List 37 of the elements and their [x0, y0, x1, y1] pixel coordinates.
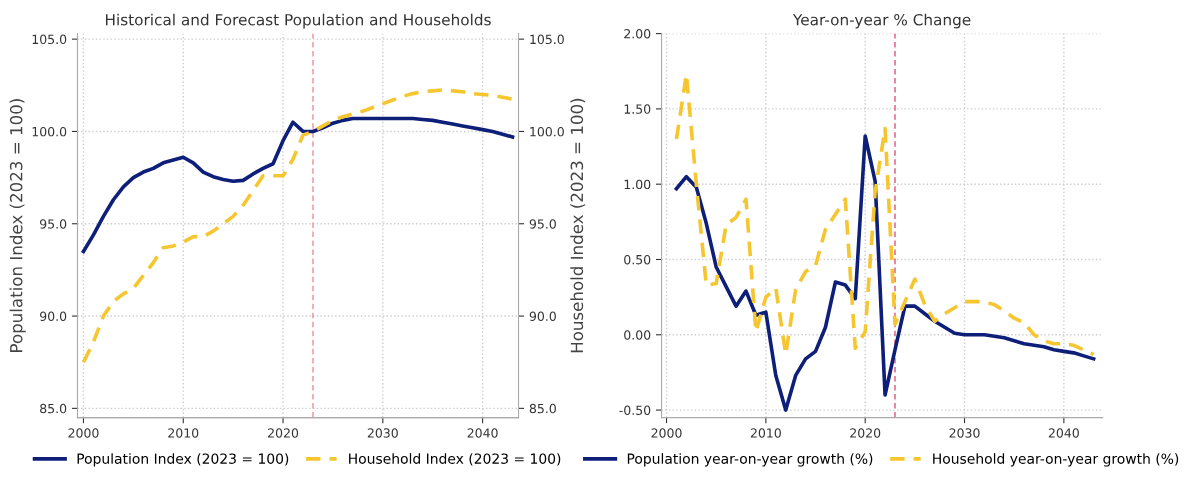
chart-title: Historical and Forecast Population and Households [105, 13, 491, 29]
chart-title: Year-on-year % Change [792, 13, 971, 29]
y-tick-label: 105.0 [32, 34, 67, 45]
line-series [674, 134, 1096, 412]
y-tick-label: 0.00 [624, 330, 651, 340]
x-tick-label: 2000 [651, 428, 682, 438]
x-tick-label: 2010 [750, 428, 781, 438]
y2-tick-label: 105.0 [530, 34, 564, 45]
y-tick-label: 2.00 [624, 29, 651, 39]
line-series [81, 88, 515, 365]
x-tick-label: 2020 [850, 428, 881, 438]
legend-label: Household year-on-year growth (%) [933, 453, 1179, 467]
y-tick-label: 90.0 [40, 311, 67, 321]
x-tick-label: 2010 [168, 428, 199, 438]
y-tick-label: 0.50 [624, 254, 651, 265]
y-tick-label: 1.00 [624, 179, 651, 190]
x-tick-label: 2000 [68, 428, 99, 438]
y-tick-label: 85.0 [40, 403, 67, 414]
legend-label: Population Index (2023 = 100) [77, 453, 289, 467]
y2-axis-title: Household Index (2023 = 100) [570, 98, 586, 353]
line-series [81, 116, 515, 254]
y2-tick-label: 100.0 [530, 126, 564, 137]
y-axis-title: Population Index (2023 = 100) [9, 99, 26, 352]
legend-label: Household Index (2023 = 100) [349, 453, 561, 466]
x-tick-label: 2030 [367, 428, 398, 438]
x-tick-label: 2040 [1048, 428, 1079, 438]
legend-label: Population year-on-year growth (%) [627, 453, 873, 467]
y2-tick-label: 95.0 [529, 219, 556, 229]
y2-tick-label: 85.0 [529, 403, 556, 414]
y-tick-label: -0.50 [619, 405, 651, 415]
x-tick-label: 2040 [467, 428, 498, 438]
y2-tick-label: 90.0 [529, 311, 556, 321]
x-tick-label: 2030 [949, 428, 980, 438]
y-tick-label: 100.0 [32, 126, 67, 137]
y-tick-label: 1.50 [624, 104, 651, 114]
y-tick-label: 95.0 [40, 219, 67, 229]
x-tick-label: 2020 [268, 428, 299, 438]
